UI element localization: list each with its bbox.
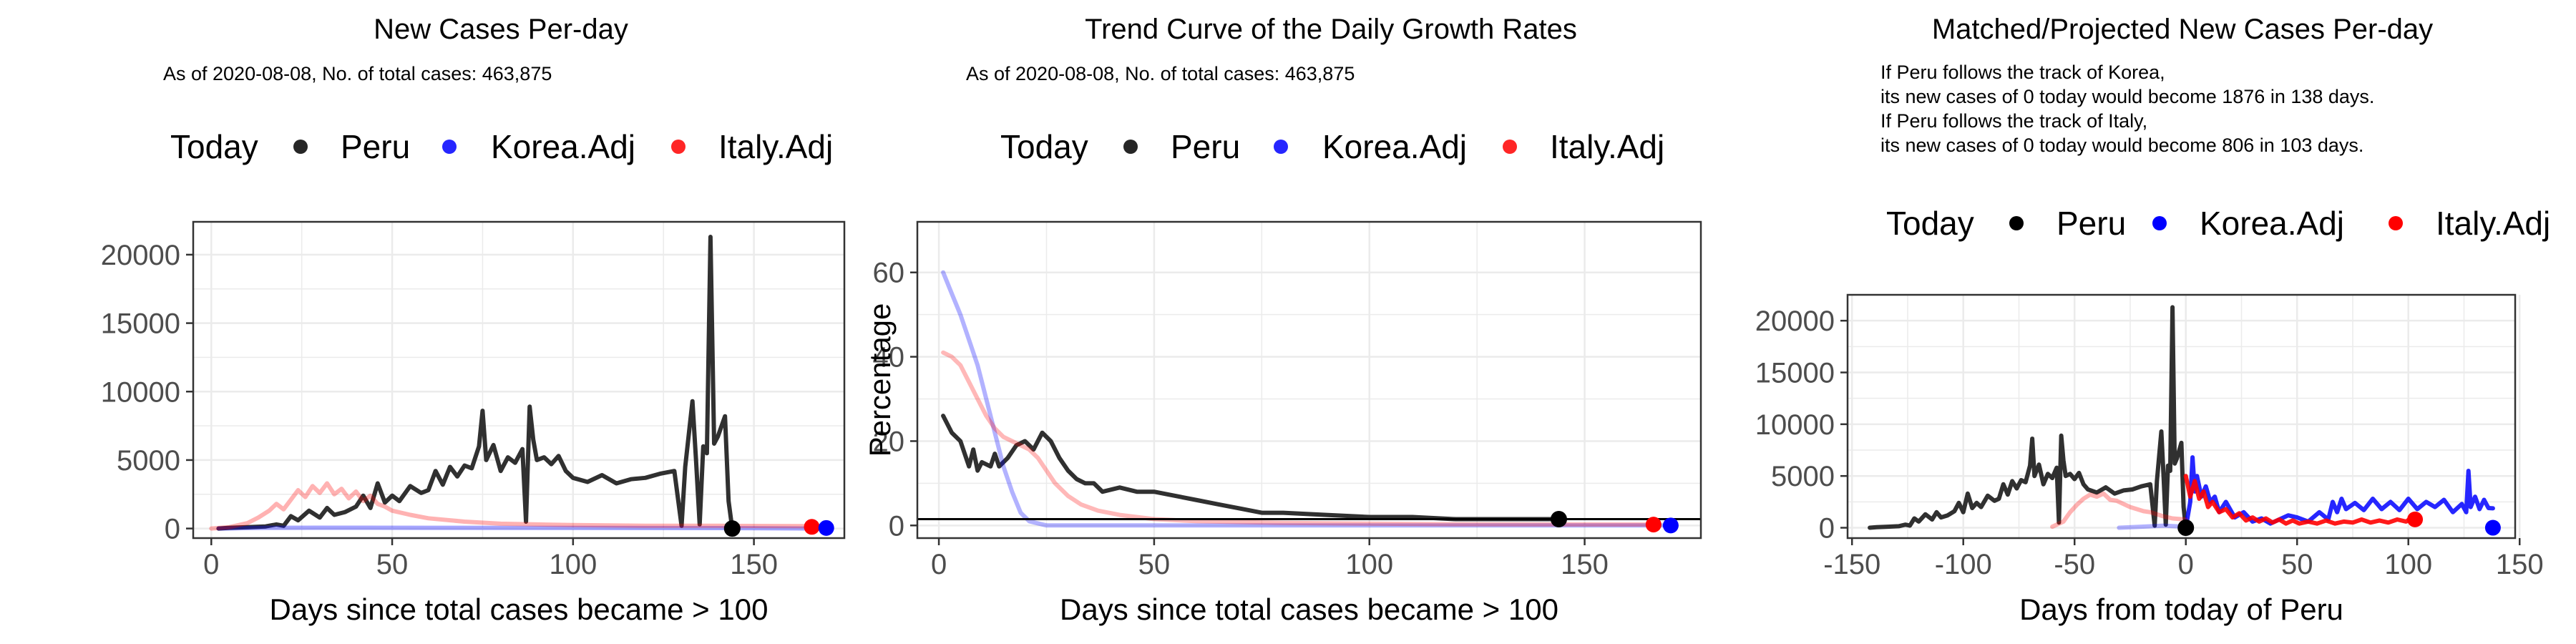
plot-border	[192, 220, 846, 540]
legend-label: Italy.Adj	[718, 128, 833, 165]
x-tick-label: 50	[376, 549, 409, 580]
chart-legend: Today Peru Korea.Adj Italy.Adj	[1000, 128, 1664, 165]
legend-marker	[442, 140, 457, 154]
legend-marker	[1274, 140, 1288, 154]
y-tick-label: 20000	[101, 240, 180, 271]
x-tick-label: 50	[1138, 549, 1171, 580]
legend-label: Peru	[341, 128, 410, 165]
chart-legend: Today Peru Korea.Adj Italy.Adj	[1886, 205, 2550, 242]
x-tick-label: 100	[2384, 549, 2432, 580]
legend-marker	[1123, 140, 1138, 154]
y-tick-label: 10000	[1755, 409, 1835, 441]
x-axis-label: Days since total cases became > 100	[270, 592, 769, 626]
chart-title: Matched/Projected New Cases Per-day	[1932, 14, 2433, 45]
grid-lines	[917, 222, 1701, 538]
plot-background	[193, 222, 844, 538]
series-line-korea-adj-history-	[2117, 523, 2188, 530]
x-tick-label: 150	[1561, 549, 1609, 580]
y-tick-label: 10000	[101, 376, 180, 408]
legend-label: Italy.Adj	[2436, 205, 2550, 242]
chart-subtitle-line: its new cases of 0 today would become 18…	[1880, 86, 2374, 107]
chart-subtitle-line: If Peru follows the track of Korea,	[1880, 62, 2165, 83]
x-tick-label: -100	[1935, 549, 1992, 580]
y-tick-label: 0	[165, 514, 180, 545]
legend-title: Today	[1000, 128, 1088, 165]
x-tick-label: 150	[730, 549, 778, 580]
x-tick-label: 0	[931, 549, 947, 580]
legend-label: Korea.Adj	[1322, 128, 1467, 165]
y-tick-label: 0	[1819, 513, 1835, 545]
y-tick-label: 60	[873, 258, 905, 289]
today-point-korea-adj	[1662, 517, 1679, 534]
y-tick-label: 5000	[117, 445, 180, 477]
chart-panel-3: Matched/Projected New Cases Per-day If Pe…	[1755, 14, 2550, 626]
chart-subtitle-line: its new cases of 0 today would become 80…	[1880, 135, 2363, 156]
x-tick-label: 100	[549, 549, 597, 580]
y-tick-label: 40	[873, 342, 905, 374]
legend-title: Today	[170, 128, 258, 165]
today-point-korea-adj	[818, 519, 834, 536]
today-point-peru	[723, 520, 741, 537]
legend-marker	[2009, 216, 2024, 230]
legend-marker	[2389, 216, 2403, 230]
chart-title: Trend Curve of the Daily Growth Rates	[1085, 14, 1577, 45]
legend-label: Korea.Adj	[2200, 205, 2344, 242]
chart-subtitle-line: If Peru follows the track of Italy,	[1880, 110, 2147, 132]
today-point-italy-adj	[804, 519, 820, 535]
chart-subtitle: As of 2020-08-08, No. of total cases: 46…	[966, 63, 1355, 84]
y-tick-label: 20000	[1755, 306, 1835, 337]
legend-label: Italy.Adj	[1550, 128, 1664, 165]
x-axis-label: Days since total cases became > 100	[1060, 592, 1558, 626]
legend-label: Peru	[1171, 128, 1240, 165]
x-tick-label: 0	[2178, 549, 2194, 580]
y-tick-label: 0	[889, 510, 904, 542]
legend-label: Korea.Adj	[491, 128, 635, 165]
series-line-italy-adj-projected-	[2183, 474, 2418, 526]
today-point-italy-adj	[2407, 511, 2424, 527]
x-tick-label: 0	[203, 549, 219, 580]
x-tick-label: 100	[1345, 549, 1393, 580]
series-line-italy-adj-history-	[2050, 491, 2188, 530]
chart-legend: Today Peru Korea.Adj Italy.Adj	[170, 128, 833, 165]
y-tick-label: 15000	[1755, 358, 1835, 389]
today-point-korea-adj	[2484, 519, 2501, 536]
y-tick-label: 15000	[101, 308, 180, 340]
y-axis-label: Percentage	[863, 303, 897, 457]
series-line-korea-adj	[941, 270, 1664, 528]
series-group	[1868, 305, 2495, 530]
plot-background	[917, 222, 1701, 538]
series-line-peru	[216, 235, 735, 531]
chart-panel-1: New Cases Per-day As of 2020-08-08, No. o…	[101, 14, 846, 626]
legend-label: Peru	[2057, 205, 2126, 242]
plot-border	[916, 220, 1702, 540]
series-line-italy-adj	[209, 481, 811, 531]
x-axis-label: Days from today of Peru	[2019, 592, 2343, 626]
legend-marker	[2152, 216, 2167, 230]
chart-subtitle: As of 2020-08-08, No. of total cases: 46…	[163, 63, 552, 84]
legend-marker	[1503, 140, 1517, 154]
x-tick-label: 50	[2281, 549, 2313, 580]
y-tick-label: 5000	[1771, 461, 1835, 492]
series-line-peru	[1868, 305, 2188, 530]
x-tick-label: -50	[2054, 549, 2095, 580]
legend-marker	[293, 140, 308, 154]
chart-title: New Cases Per-day	[374, 14, 628, 45]
x-tick-label: 150	[2496, 549, 2544, 580]
series-line-korea-adj	[216, 525, 821, 531]
today-point-peru	[2177, 519, 2195, 537]
y-tick-label: 20	[873, 426, 905, 457]
plot-border	[1846, 293, 2517, 540]
x-tick-label: -150	[1823, 549, 1880, 580]
series-line-korea-adj-projected-	[2183, 455, 2495, 530]
today-point-italy-adj	[1645, 517, 1662, 533]
legend-marker	[671, 140, 686, 154]
series-group	[209, 235, 821, 531]
chart-panel-2: Trend Curve of the Daily Growth Rates As …	[863, 14, 1702, 626]
series-line-peru	[941, 414, 1561, 522]
legend-title: Today	[1886, 205, 1974, 242]
today-point-peru	[1550, 510, 1567, 527]
